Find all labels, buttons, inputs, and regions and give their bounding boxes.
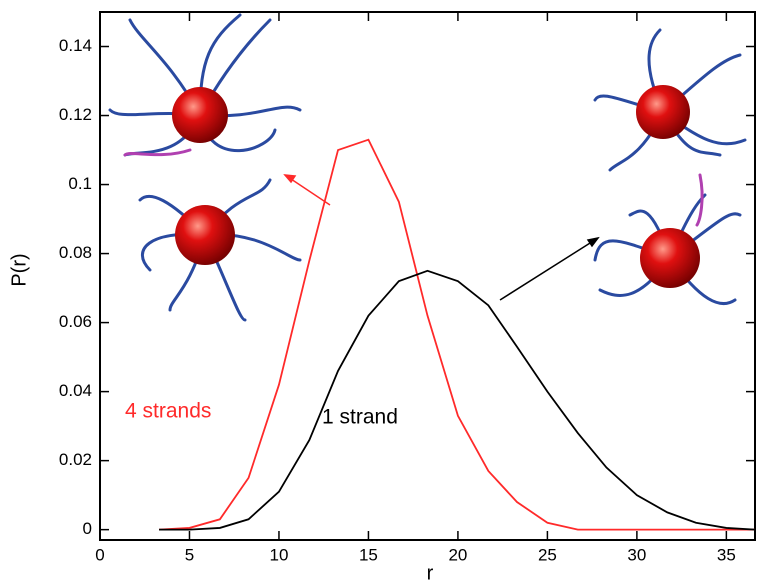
- x-tick-label: 25: [538, 545, 557, 564]
- data-line: [159, 269, 756, 531]
- y-tick-label: 0.02: [59, 450, 92, 469]
- data-line: [159, 138, 755, 531]
- x-tick-label: 0: [95, 545, 104, 564]
- y-tick-label: 0.04: [59, 381, 92, 400]
- plot-frame: [99, 11, 756, 541]
- series-label: 1 strand: [322, 406, 398, 429]
- x-tick-label: 20: [448, 545, 467, 564]
- illustration: [108, 13, 747, 322]
- arrows: [283, 174, 600, 301]
- y-tick-label: 0.12: [59, 105, 92, 124]
- y-tick-label: 0.08: [59, 243, 92, 262]
- x-tick-label: 35: [717, 545, 736, 564]
- y-tick-label: 0.1: [68, 174, 92, 193]
- y-tick-label: 0.14: [59, 36, 92, 55]
- x-tick-label: 5: [185, 545, 194, 564]
- y-axis-label: P(r): [8, 253, 30, 286]
- y-tick-label: 0.06: [59, 312, 92, 331]
- series-label: 4 strands: [125, 400, 211, 423]
- x-axis-label: r: [427, 562, 434, 583]
- x-tick-label: 15: [359, 545, 378, 564]
- x-tick-label: 10: [270, 545, 289, 564]
- y-tick-label: 0: [83, 519, 92, 538]
- x-tick-label: 30: [627, 545, 646, 564]
